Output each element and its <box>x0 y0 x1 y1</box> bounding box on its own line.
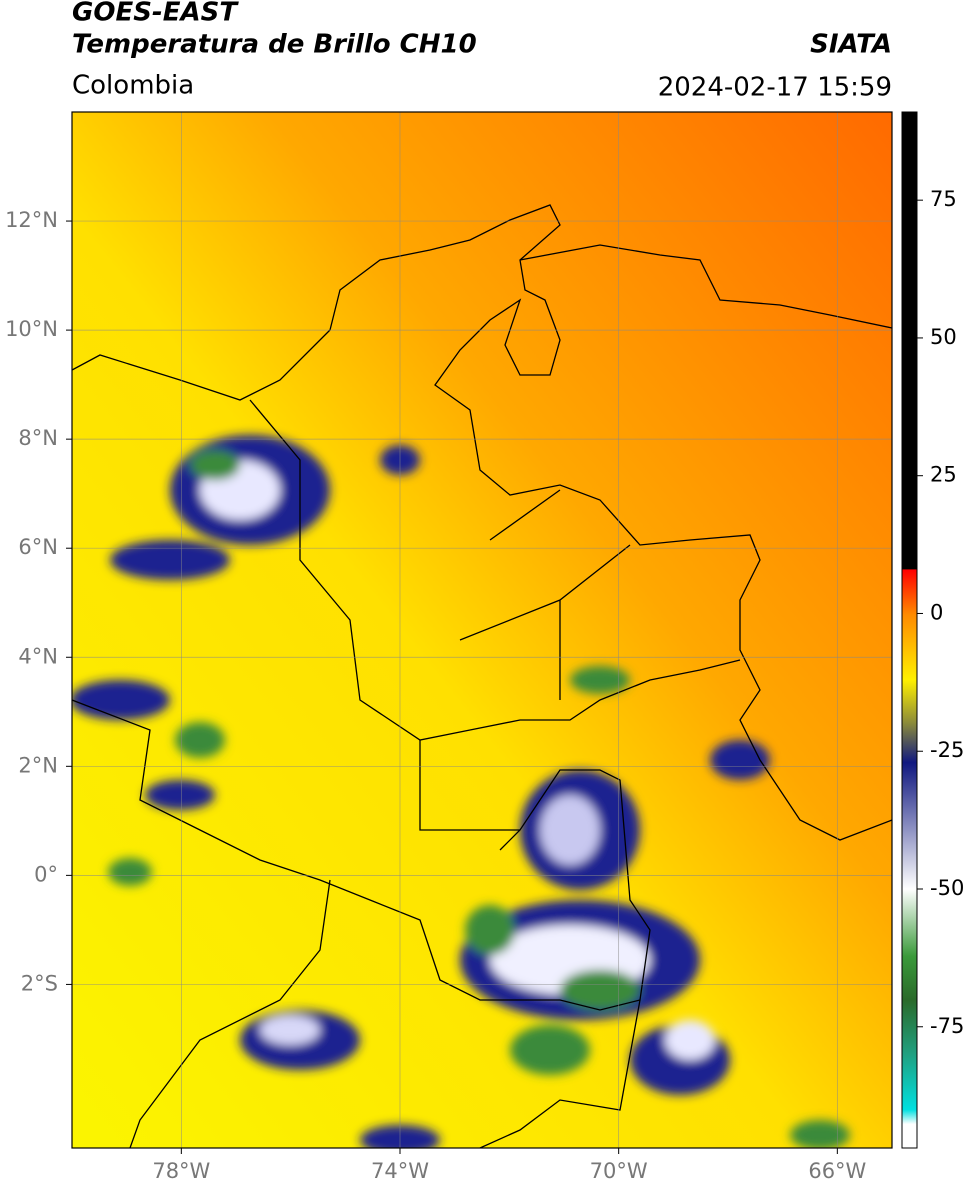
border-line <box>479 999 641 1148</box>
lat-tick-label: 8°N <box>18 426 58 450</box>
lat-tick-label: 6°N <box>18 535 58 559</box>
lon-tick-label: 78°W <box>152 1159 210 1183</box>
colorbar-tick-label: -25 <box>930 738 964 762</box>
colorbar-tick-label: -75 <box>930 1014 964 1038</box>
colorbar-tick-label: 25 <box>930 463 957 487</box>
cloud-tops <box>72 435 850 1148</box>
lat-tick-label: 10°N <box>5 317 58 341</box>
borders <box>72 204 892 1148</box>
colorbar-tick-label: 0 <box>930 600 943 624</box>
colorbar <box>901 111 918 1149</box>
source: SIATA <box>810 30 892 60</box>
lat-tick-label: 0° <box>34 862 58 886</box>
border-line <box>72 699 651 1011</box>
lat-tick-label: 2°S <box>21 971 58 995</box>
colorbar-tick-label: 50 <box>930 325 957 349</box>
colorbar-tick-label: 75 <box>930 187 957 211</box>
title: GOES-EAST <box>72 0 239 28</box>
colorbar-tick-label: -50 <box>930 876 964 900</box>
border-line <box>72 204 892 841</box>
subtitle: Temperatura de Brillo CH10 <box>72 30 477 60</box>
lat-tick-label: 4°N <box>18 644 58 668</box>
map-image <box>72 112 892 1148</box>
coast-line <box>519 244 892 329</box>
datetime: 2024-02-17 15:59 <box>658 73 892 103</box>
border-line <box>249 399 741 741</box>
lon-tick-label: 70°W <box>590 1159 648 1183</box>
lat-tick-label: 2°N <box>18 753 58 777</box>
border-line <box>419 489 631 831</box>
lon-tick-label: 74°W <box>371 1159 429 1183</box>
graticule <box>72 112 892 1148</box>
lon-tick-label: 66°W <box>808 1159 866 1183</box>
region: Colombia <box>72 71 194 101</box>
map-frame <box>71 111 893 1149</box>
lat-tick-label: 12°N <box>5 208 58 232</box>
border-line <box>129 879 331 1148</box>
